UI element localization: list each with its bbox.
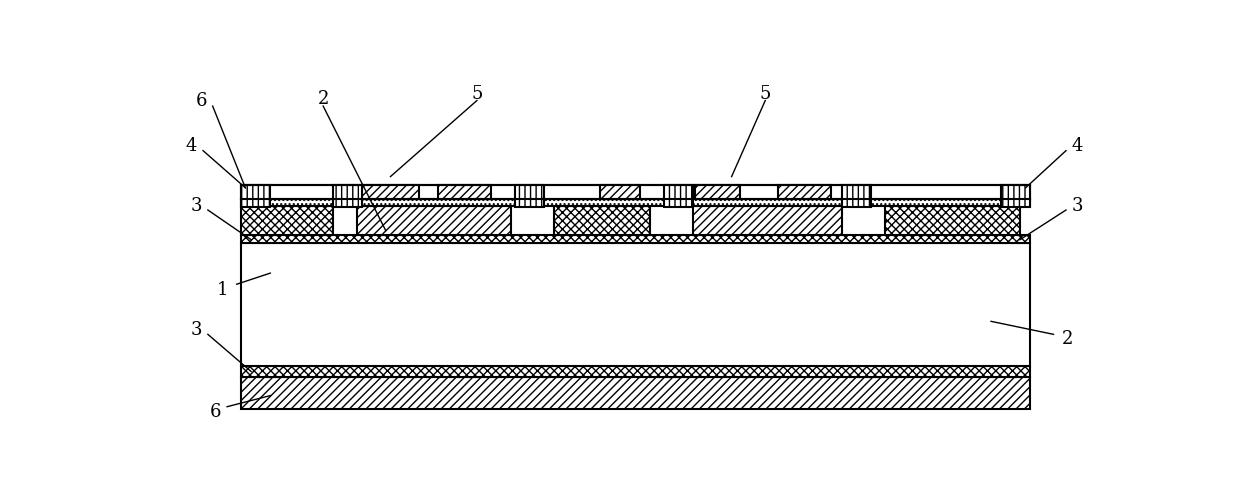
Bar [777,185,831,199]
Text: 4: 4 [1071,137,1084,155]
Bar [693,205,842,235]
Bar [696,185,740,199]
Bar [242,185,1029,199]
Bar [242,366,1029,377]
Bar [516,185,544,207]
Bar [1001,185,1029,207]
Bar [554,205,650,235]
Bar [600,185,640,199]
Text: 3: 3 [191,321,202,339]
Bar [242,235,1029,243]
Text: 3: 3 [191,197,202,214]
Bar [332,185,362,207]
Bar [357,205,511,235]
Text: 6: 6 [196,92,207,109]
Text: 2: 2 [1063,330,1074,348]
Text: 5: 5 [760,85,771,103]
Bar [242,205,332,235]
Bar [362,185,419,199]
Bar [242,377,1029,409]
Text: 4: 4 [186,137,197,155]
Bar [885,205,1021,235]
Bar [439,185,491,199]
Bar [842,185,870,207]
Text: 2: 2 [317,91,329,108]
Bar [242,243,1029,366]
Text: 3: 3 [1071,197,1084,214]
Text: 5: 5 [471,85,482,103]
Text: 6: 6 [210,403,221,421]
Bar [665,185,693,207]
Bar [242,199,1029,205]
Bar [242,185,270,207]
Text: 1: 1 [217,281,228,299]
